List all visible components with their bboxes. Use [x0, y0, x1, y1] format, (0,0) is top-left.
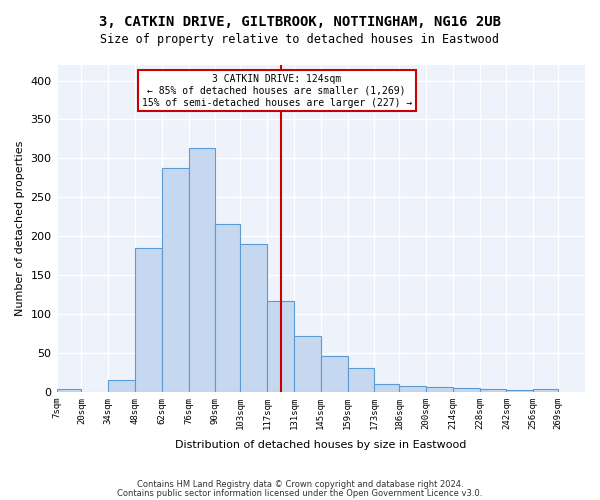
Y-axis label: Number of detached properties: Number of detached properties [15, 140, 25, 316]
Bar [108, 380, 135, 392]
Bar [294, 336, 321, 392]
Text: Contains HM Land Registry data © Crown copyright and database right 2024.: Contains HM Land Registry data © Crown c… [137, 480, 463, 489]
Bar [162, 168, 188, 392]
Bar [56, 390, 82, 392]
Bar [241, 244, 267, 392]
Bar [533, 388, 558, 392]
Bar [188, 148, 215, 392]
Bar [426, 387, 453, 392]
Bar [135, 248, 162, 392]
Bar [321, 356, 347, 392]
Text: Size of property relative to detached houses in Eastwood: Size of property relative to detached ho… [101, 32, 499, 46]
Bar [399, 386, 426, 392]
Text: 3, CATKIN DRIVE, GILTBROOK, NOTTINGHAM, NG16 2UB: 3, CATKIN DRIVE, GILTBROOK, NOTTINGHAM, … [99, 15, 501, 29]
Bar [267, 300, 294, 392]
Bar [374, 384, 399, 392]
Bar [347, 368, 374, 392]
Bar [479, 390, 506, 392]
Bar [215, 224, 241, 392]
Bar [506, 390, 533, 392]
Bar [453, 388, 479, 392]
X-axis label: Distribution of detached houses by size in Eastwood: Distribution of detached houses by size … [175, 440, 466, 450]
Text: Contains public sector information licensed under the Open Government Licence v3: Contains public sector information licen… [118, 488, 482, 498]
Text: 3 CATKIN DRIVE: 124sqm
← 85% of detached houses are smaller (1,269)
15% of semi-: 3 CATKIN DRIVE: 124sqm ← 85% of detached… [142, 74, 412, 108]
